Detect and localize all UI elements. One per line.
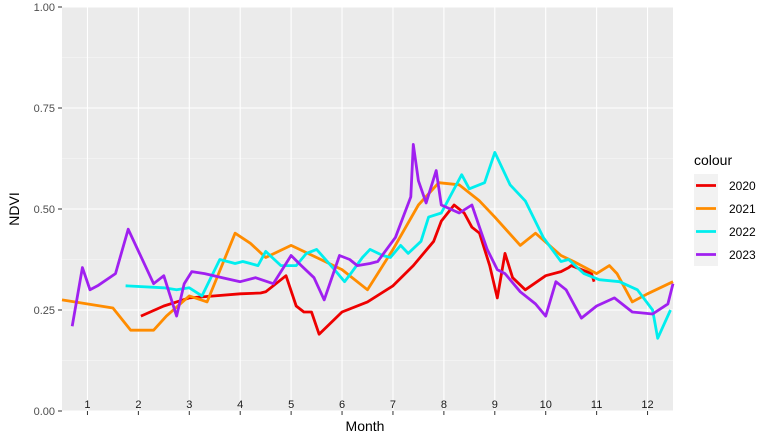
series-line-2023 bbox=[70, 142, 675, 327]
x-tick-label: 5 bbox=[288, 399, 294, 411]
x-tick-label: 8 bbox=[441, 399, 447, 411]
y-tick-label: 0.00 bbox=[34, 406, 55, 418]
x-tick-label: 4 bbox=[237, 399, 243, 411]
y-tick-label: 0.50 bbox=[34, 204, 55, 216]
x-tick-label: 11 bbox=[591, 399, 602, 411]
x-axis-ticks: 1 2 3 4 5 6 7 8 9 10 11 12 bbox=[84, 399, 654, 415]
x-tick-label: 7 bbox=[390, 399, 396, 411]
series-line-2020 bbox=[140, 203, 596, 336]
legend: colour 2020 2021 2022 2023 bbox=[694, 152, 756, 266]
x-tick-label: 1 bbox=[84, 399, 90, 411]
minor-gridlines bbox=[62, 57, 673, 361]
series-line-2022 bbox=[125, 150, 672, 340]
x-tick-label: 12 bbox=[641, 399, 653, 411]
legend-label: 2021 bbox=[729, 202, 756, 216]
x-axis-title: Month bbox=[346, 418, 385, 434]
x-tick-label: 6 bbox=[339, 399, 345, 411]
x-tick-label: 9 bbox=[492, 399, 498, 411]
legend-label: 2023 bbox=[729, 248, 756, 262]
y-tick-label: 0.75 bbox=[34, 103, 55, 115]
x-tick-label: 10 bbox=[540, 399, 552, 411]
y-tick-label: 0.25 bbox=[34, 305, 55, 317]
major-gridlines bbox=[62, 6, 673, 412]
legend-label: 2022 bbox=[729, 225, 756, 239]
x-tick-label: 2 bbox=[135, 399, 141, 411]
legend-label: 2020 bbox=[729, 179, 756, 193]
legend-title: colour bbox=[694, 152, 732, 168]
y-axis-ticks: 0.00 0.25 0.50 0.75 1.00 bbox=[34, 2, 62, 418]
series-line-2021 bbox=[61, 181, 674, 332]
y-axis-title: NDVI bbox=[6, 192, 22, 225]
x-tick-label: 3 bbox=[186, 399, 192, 411]
y-tick-label: 1.00 bbox=[34, 2, 55, 14]
legend-items: 2020 2021 2022 2023 bbox=[694, 174, 756, 266]
series-lines bbox=[61, 142, 675, 340]
